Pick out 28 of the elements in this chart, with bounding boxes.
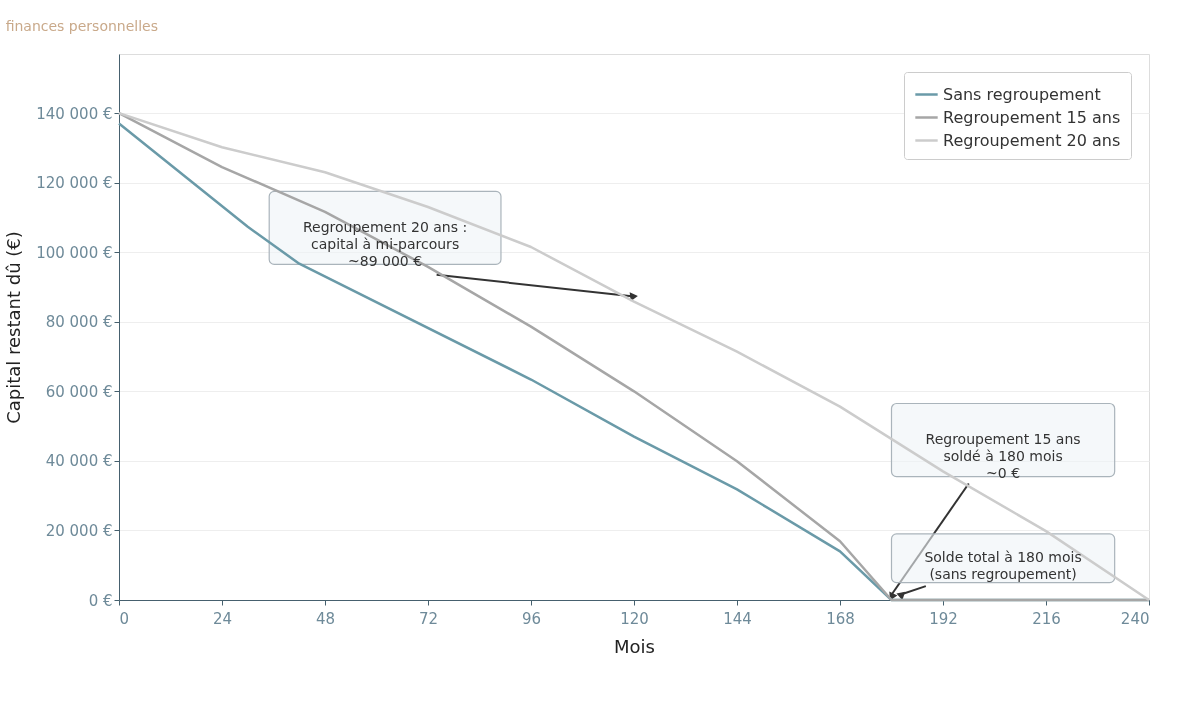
y-tick-label: 140 000 € (36, 104, 113, 123)
y-axis-title: Capital restant dû (€) (3, 231, 25, 424)
y-tick-label: 80 000 € (45, 313, 113, 332)
y-tick-label: 60 000 € (45, 382, 113, 401)
x-axis-title: Mois (614, 635, 655, 657)
y-tick-label: 20 000 € (45, 521, 113, 540)
y-tick-label: 120 000 € (36, 174, 113, 193)
x-tick-label: 240 (1120, 609, 1150, 628)
x-tick-label: 24 (212, 609, 233, 628)
x-tick-label: 168 (826, 609, 855, 628)
legend-label: Regroupement 20 ans (943, 130, 1121, 150)
annotation: Regroupement 20 ans : capital à mi-parcours ~89 000 € (302, 218, 468, 269)
x-tick-label: 192 (929, 609, 958, 628)
y-tick-label: 40 000 € (45, 452, 113, 471)
x-tick-label: 0 (119, 609, 130, 628)
x-tick-label: 120 (620, 609, 649, 628)
legend-label: Regroupement 15 ans (943, 107, 1121, 127)
annotation: Solde total à 180 mois (sans regroupement) (924, 549, 1082, 583)
x-tick-label: 216 (1032, 609, 1061, 628)
x-tick-label: 144 (723, 609, 752, 628)
legend-label: Sans regroupement (943, 84, 1101, 104)
y-tick-label: 100 000 € (36, 243, 113, 262)
y-tick-label: 0 € (88, 591, 113, 610)
annotation: Regroupement 15 ans soldé à 180 mois ~0 € (925, 431, 1081, 482)
x-tick-label: 72 (418, 609, 439, 628)
x-tick-label: 48 (315, 609, 336, 628)
x-tick-label: 96 (521, 609, 542, 628)
chart-subtitle: finances personnelles (5, 18, 159, 34)
